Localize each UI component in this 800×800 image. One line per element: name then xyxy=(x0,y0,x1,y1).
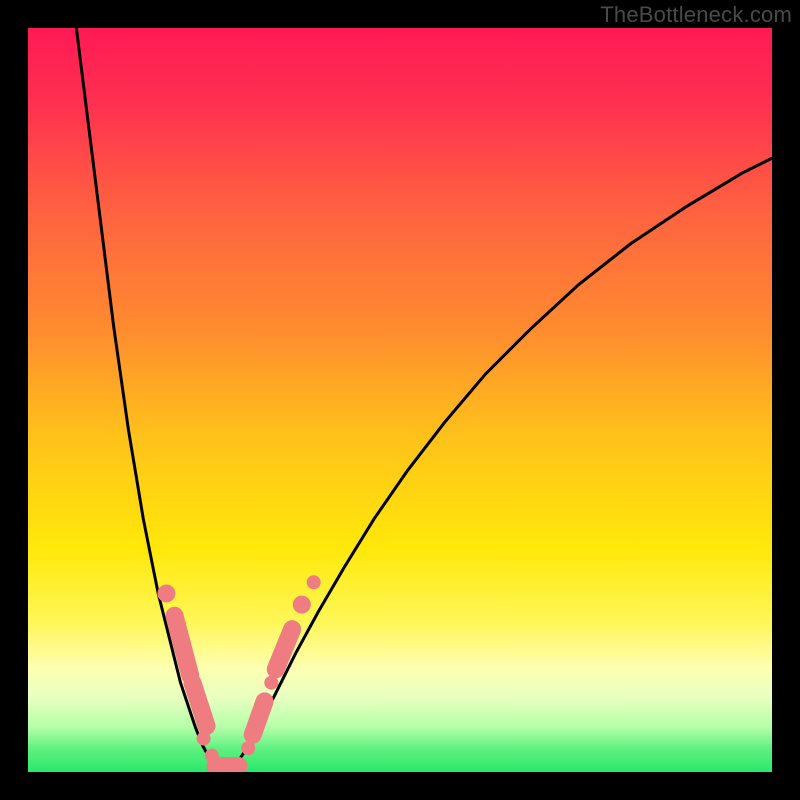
watermark-text: TheBottleneck.com xyxy=(600,2,792,28)
marker-dot xyxy=(197,732,211,746)
marker-dot xyxy=(293,596,311,614)
marker-dot xyxy=(307,575,321,589)
chart-background xyxy=(28,28,772,772)
chart-container: TheBottleneck.com xyxy=(0,0,800,800)
marker-capsule xyxy=(253,701,265,734)
marker-dot xyxy=(157,584,175,602)
bottleneck-curve-chart xyxy=(0,0,800,800)
